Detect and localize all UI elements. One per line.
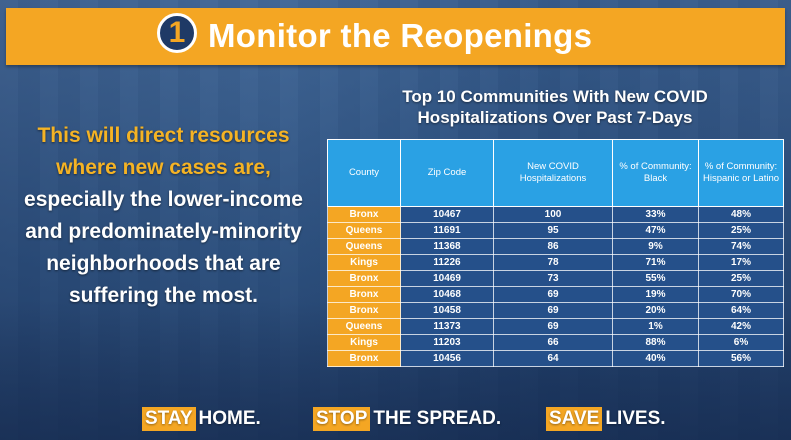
hospitalizations-table: County Zip Code New COVID Hospitalizatio…	[327, 139, 784, 367]
table-row: Kings 11226 78 71% 17%	[327, 254, 784, 271]
footer-tag: STOP	[313, 407, 371, 431]
cell-hospitalizations: 64	[493, 350, 613, 367]
table-title-line1: Top 10 Communities With New COVID	[402, 87, 708, 106]
header-zip-code: Zip Code	[400, 139, 494, 207]
footer-tag: SAVE	[546, 407, 603, 431]
cell-percent-hispanic: 64%	[698, 302, 784, 319]
header-county: County	[327, 139, 401, 207]
cell-zip-code: 10468	[400, 286, 494, 303]
footer-stop-spread: STOP THE SPREAD.	[313, 406, 501, 432]
footer-stay-home: STAY HOME.	[142, 406, 261, 432]
page-title: Monitor the Reopenings	[208, 17, 593, 54]
cell-hospitalizations: 66	[493, 334, 613, 351]
cell-zip-code: 10458	[400, 302, 494, 319]
cell-hospitalizations: 69	[493, 318, 613, 335]
cell-percent-black: 47%	[612, 222, 699, 239]
table-row: Bronx 10469 73 55% 25%	[327, 270, 784, 287]
cell-county: Bronx	[327, 270, 401, 287]
description-rest: especially the lower-income and predomin…	[24, 188, 303, 307]
cell-county: Bronx	[327, 302, 401, 319]
cell-hospitalizations: 86	[493, 238, 613, 255]
cell-percent-hispanic: 25%	[698, 222, 784, 239]
footer-save-lives: SAVE LIVES.	[546, 406, 666, 432]
cell-percent-hispanic: 42%	[698, 318, 784, 335]
cell-county: Kings	[327, 334, 401, 351]
cell-percent-hispanic: 17%	[698, 254, 784, 271]
cell-county: Queens	[327, 222, 401, 239]
cell-percent-hispanic: 6%	[698, 334, 784, 351]
description-text: This will direct resources where new cas…	[6, 120, 321, 312]
cell-hospitalizations: 73	[493, 270, 613, 287]
footer-tag: STAY	[142, 407, 196, 431]
cell-zip-code: 10467	[400, 206, 494, 223]
table-row: Bronx 10467 100 33% 48%	[327, 206, 784, 223]
table-title: Top 10 Communities With New COVID Hospit…	[330, 86, 780, 128]
cell-zip-code: 11691	[400, 222, 494, 239]
title-banner: 1 Monitor the Reopenings	[6, 8, 785, 65]
cell-county: Queens	[327, 238, 401, 255]
cell-percent-black: 19%	[612, 286, 699, 303]
header-percent-black: % of Community: Black	[612, 139, 699, 207]
cell-percent-hispanic: 48%	[698, 206, 784, 223]
table-row: Queens 11368 86 9% 74%	[327, 238, 784, 255]
table-row: Queens 11373 69 1% 42%	[327, 318, 784, 335]
cell-county: Queens	[327, 318, 401, 335]
cell-zip-code: 10456	[400, 350, 494, 367]
cell-percent-hispanic: 56%	[698, 350, 784, 367]
table-row: Bronx 10458 69 20% 64%	[327, 302, 784, 319]
cell-hospitalizations: 100	[493, 206, 613, 223]
table-row: Queens 11691 95 47% 25%	[327, 222, 784, 239]
cell-zip-code: 11373	[400, 318, 494, 335]
footer-text: HOME.	[198, 408, 261, 429]
table-title-line2: Hospitalizations Over Past 7-Days	[417, 108, 693, 127]
step-number-badge: 1	[157, 13, 197, 53]
cell-percent-black: 71%	[612, 254, 699, 271]
cell-percent-black: 40%	[612, 350, 699, 367]
table-row: Bronx 10468 69 19% 70%	[327, 286, 784, 303]
cell-percent-hispanic: 70%	[698, 286, 784, 303]
cell-percent-black: 1%	[612, 318, 699, 335]
cell-percent-hispanic: 25%	[698, 270, 784, 287]
cell-percent-hispanic: 74%	[698, 238, 784, 255]
cell-hospitalizations: 69	[493, 302, 613, 319]
table-row: Kings 11203 66 88% 6%	[327, 334, 784, 351]
cell-hospitalizations: 95	[493, 222, 613, 239]
header-percent-hispanic: % of Community: Hispanic or Latino	[698, 139, 784, 207]
cell-hospitalizations: 69	[493, 286, 613, 303]
cell-zip-code: 11226	[400, 254, 494, 271]
cell-zip-code: 11203	[400, 334, 494, 351]
cell-percent-black: 9%	[612, 238, 699, 255]
cell-percent-black: 20%	[612, 302, 699, 319]
table-row: Bronx 10456 64 40% 56%	[327, 350, 784, 367]
cell-zip-code: 11368	[400, 238, 494, 255]
cell-county: Bronx	[327, 286, 401, 303]
cell-zip-code: 10469	[400, 270, 494, 287]
cell-hospitalizations: 78	[493, 254, 613, 271]
table-header-row: County Zip Code New COVID Hospitalizatio…	[327, 139, 784, 207]
cell-percent-black: 88%	[612, 334, 699, 351]
footer-text: LIVES.	[605, 408, 666, 429]
cell-county: Bronx	[327, 206, 401, 223]
cell-percent-black: 55%	[612, 270, 699, 287]
cell-county: Kings	[327, 254, 401, 271]
cell-percent-black: 33%	[612, 206, 699, 223]
header-new-hospitalizations: New COVID Hospitalizations	[493, 139, 613, 207]
cell-county: Bronx	[327, 350, 401, 367]
description-highlight: This will direct resources where new cas…	[37, 124, 290, 179]
footer-text: THE SPREAD.	[373, 408, 502, 429]
